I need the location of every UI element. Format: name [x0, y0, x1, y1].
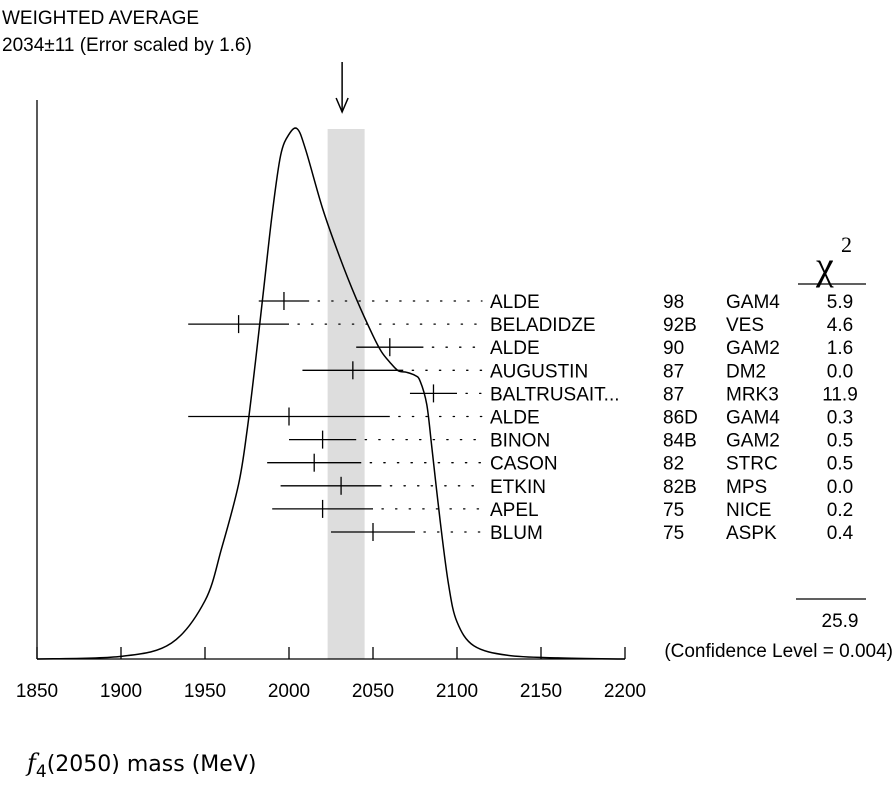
- row-experiment: VES: [726, 315, 764, 336]
- chart-title: WEIGHTED AVERAGE: [2, 8, 199, 29]
- row-year: 87: [663, 361, 684, 382]
- row-author: AUGUSTIN: [490, 361, 588, 382]
- dot-leaders: [297, 300, 483, 533]
- row-chi2: 0.3: [827, 408, 853, 429]
- row-chi2: 1.6: [827, 338, 853, 359]
- row-author: ALDE: [490, 338, 540, 359]
- row-year: 82B: [663, 477, 697, 498]
- x-label-rest: (2050) mass (MeV): [47, 752, 257, 777]
- measurement-error-bars: [188, 292, 457, 541]
- row-experiment: GAM4: [726, 408, 780, 429]
- x-tick-label: 1950: [184, 681, 226, 702]
- axes: 1850 1900 1950 2000 2050 2100 2150 2200: [16, 100, 646, 702]
- weighted-average-band: [327, 129, 365, 659]
- row-author: CASON: [490, 454, 558, 475]
- x-tick-label: 2200: [604, 681, 646, 702]
- row-chi2: 0.5: [827, 454, 853, 475]
- x-tick-label: 2100: [436, 681, 478, 702]
- row-chi2: 0.4: [827, 523, 854, 544]
- confidence-level: (Confidence Level = 0.004): [664, 641, 893, 662]
- row-chi2: 5.9: [827, 292, 853, 313]
- row-experiment: MPS: [726, 477, 767, 498]
- row-author: ETKIN: [490, 477, 546, 498]
- row-year: 75: [663, 523, 684, 544]
- row-year: 84B: [663, 431, 697, 452]
- chi2-total: 25.9: [822, 611, 859, 632]
- row-experiment: GAM4: [726, 292, 780, 313]
- x-tick-label: 2050: [352, 681, 394, 702]
- row-experiment: DM2: [726, 361, 766, 382]
- row-experiment: ASPK: [726, 523, 777, 544]
- svg-text:f4(2050) mass (MeV): f4(2050) mass (MeV): [25, 749, 256, 782]
- row-experiment: NICE: [726, 500, 771, 521]
- row-year: 92B: [663, 315, 697, 336]
- measurement-table: χ 2 ALDE 98 GAM4 5.9 BELADIDZE 92B VES 4.6 ALDE 9…: [490, 232, 893, 662]
- x-tick-label: 1850: [16, 681, 58, 702]
- row-year: 82: [663, 454, 684, 475]
- row-author: BALTRUSAIT...: [490, 384, 620, 405]
- row-year: 87: [663, 384, 684, 405]
- ideogram-curve: [36, 127, 626, 660]
- chart-header: WEIGHTED AVERAGE 2034±11 (Error scaled b…: [2, 8, 252, 56]
- chi2-header-symbol: χ: [815, 243, 834, 288]
- measurement-rows: ALDE 98 GAM4 5.9 BELADIDZE 92B VES 4.6 ALDE 90 GAM…: [490, 292, 858, 544]
- row-chi2: 4.6: [827, 315, 853, 336]
- chi2-header-exponent: 2: [841, 232, 852, 257]
- row-experiment: GAM2: [726, 338, 780, 359]
- x-tick-label: 2150: [520, 681, 562, 702]
- average-arrow-head: [335, 97, 349, 114]
- row-year: 90: [663, 338, 684, 359]
- x-tick-label: 2000: [268, 681, 310, 702]
- row-author: ALDE: [490, 292, 540, 313]
- average-arrow: [335, 62, 349, 114]
- row-author: BELADIDZE: [490, 315, 596, 336]
- row-chi2: 11.9: [822, 384, 858, 405]
- row-year: 75: [663, 500, 684, 521]
- row-year: 98: [663, 292, 684, 313]
- x-axis-label: f4(2050) mass (MeV): [25, 749, 256, 782]
- row-author: BLUM: [490, 523, 543, 544]
- x-tick-label: 1900: [100, 681, 142, 702]
- row-chi2: 0.5: [827, 431, 853, 452]
- row-chi2: 0.2: [827, 500, 853, 521]
- row-chi2: 0.0: [827, 361, 853, 382]
- row-author: BINON: [490, 431, 550, 452]
- row-experiment: GAM2: [726, 431, 780, 452]
- row-experiment: MRK3: [726, 384, 779, 405]
- row-chi2: 0.0: [827, 477, 853, 498]
- x-axis-ticks: 1850 1900 1950 2000 2050 2100 2150 2200: [16, 647, 646, 702]
- row-experiment: STRC: [726, 454, 778, 475]
- x-label-subscript: 4: [36, 762, 47, 782]
- row-author: APEL: [490, 500, 539, 521]
- chart-subtitle: 2034±11 (Error scaled by 1.6): [2, 35, 252, 56]
- row-year: 86D: [663, 408, 698, 429]
- row-author: ALDE: [490, 408, 540, 429]
